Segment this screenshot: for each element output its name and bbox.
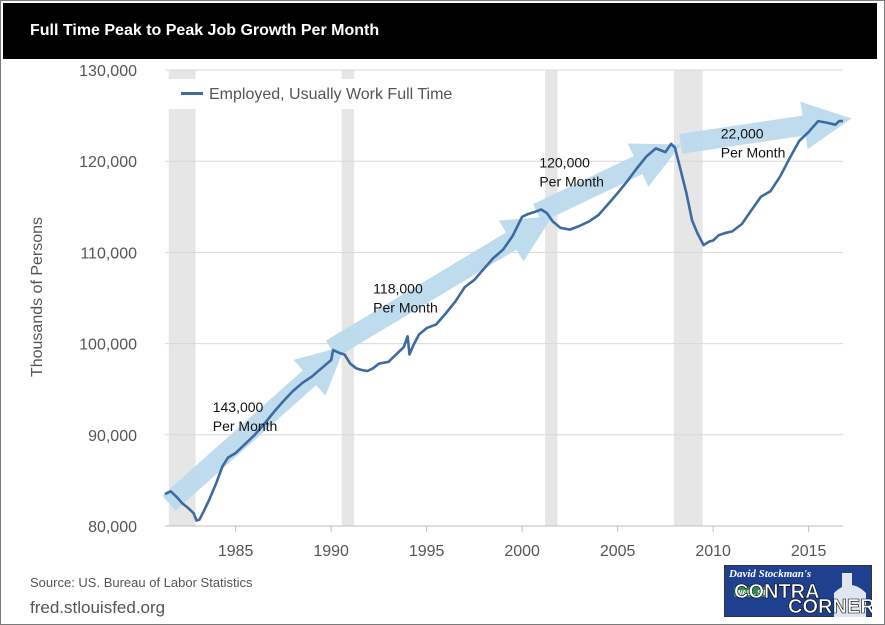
logo-line1: David Stockman's — [728, 568, 811, 580]
recession-bands — [168, 70, 703, 526]
legend-label: Employed, Usually Work Full Time — [209, 86, 452, 103]
annotation-value: 118,000 — [373, 280, 423, 296]
annotation-value: 22,000 — [721, 125, 764, 141]
annotation-unit: Per Month — [213, 418, 278, 434]
x-tick-label: 1990 — [313, 543, 349, 560]
trend-arrow — [679, 101, 852, 154]
gridlines — [165, 69, 843, 527]
series-layer — [164, 119, 843, 522]
trend-arrows — [162, 101, 852, 511]
y-tick-label: 80,000 — [88, 519, 137, 536]
source-note: Source: US. Bureau of Labor Statistics — [30, 575, 253, 590]
x-tick-label: 2005 — [600, 543, 636, 560]
x-tick-label: 1995 — [409, 543, 445, 560]
annotation-unit: Per Month — [539, 174, 604, 190]
annotations: 143,000 Per Month 118,000 Per Month 120,000 P… — [213, 125, 786, 434]
recession-band — [341, 70, 355, 526]
recession-band — [168, 70, 196, 526]
contra-corner-logo: WALL ST David Stockman's CONTRA CORNER — [724, 565, 872, 617]
x-tick-label: 2015 — [791, 543, 827, 560]
x-axis-ticks: 1985 1990 1995 2000 2005 2010 2015 — [218, 526, 827, 560]
recession-band — [545, 70, 558, 526]
chart-title: Full Time Peak to Peak Job Growth Per Mo… — [30, 22, 380, 39]
series-line — [164, 119, 843, 522]
annotation-value: 120,000 — [539, 155, 590, 171]
y-tick-label: 100,000 — [79, 337, 137, 354]
logo-line3: CORNER — [788, 596, 872, 617]
y-tick-label: 110,000 — [80, 245, 137, 262]
y-axis-label: Thousands of Persons — [29, 217, 46, 377]
trend-arrow — [326, 216, 553, 358]
title-bar: Full Time Peak to Peak Job Growth Per Mo… — [3, 3, 877, 59]
x-tick-label: 1985 — [218, 543, 254, 560]
annotation-unit: Per Month — [721, 144, 786, 160]
y-tick-label: 130,000 — [79, 63, 137, 80]
y-axis-ticks: 80,000 90,000 100,000 110,000 120,000 130,000 — [79, 63, 137, 536]
y-tick-label: 120,000 — [79, 154, 137, 171]
legend: Employed, Usually Work Full Time — [165, 79, 490, 109]
logo-line2: CONTRA — [734, 581, 820, 603]
logo-sign: WALL ST — [736, 590, 767, 597]
annotation-value: 143,000 — [213, 399, 264, 415]
annotation-unit: Per Month — [373, 299, 438, 315]
y-tick-label: 90,000 — [88, 428, 137, 445]
fred-link[interactable]: fred.stlouisfed.org — [30, 598, 166, 617]
x-tick-label: 2010 — [695, 543, 731, 560]
x-tick-label: 2000 — [504, 543, 540, 560]
